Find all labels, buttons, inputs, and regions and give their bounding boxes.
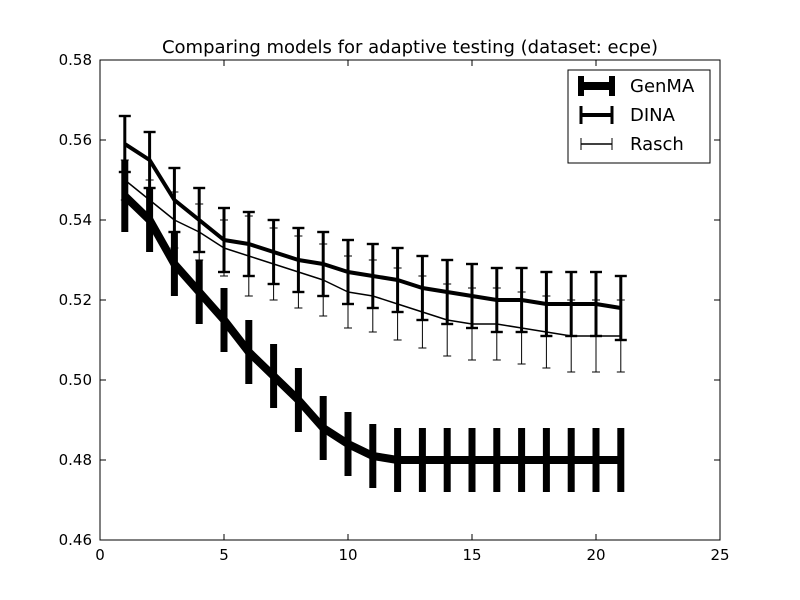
legend-item-dina: DINA [579,105,676,126]
x-tick-label: 0 [95,546,105,564]
y-tick-label: 0.56 [59,131,92,149]
y-tick-label: 0.58 [59,51,92,69]
plot-marks [118,114,627,492]
legend-label: GenMA [630,76,695,97]
y-tick-label: 0.54 [59,211,92,229]
y-tick-label: 0.46 [59,531,92,549]
x-tick-label: 20 [586,546,605,564]
legend-label: Rasch [630,134,684,155]
legend-label: DINA [630,105,676,126]
legend-item-genma: GenMA [578,76,695,97]
series-genma [121,160,625,492]
legend-item-rasch: Rasch [580,134,684,155]
x-tick-label: 10 [338,546,357,564]
y-tick-label: 0.52 [59,291,92,309]
y-tick-label: 0.48 [59,451,92,469]
line-genma [122,193,621,464]
chart-title: Comparing models for adaptive testing (d… [162,37,658,58]
legend: GenMA DINA Rasch [567,69,711,164]
x-tick-label: 15 [462,546,481,564]
x-tick-label: 25 [710,546,729,564]
y-axis: 0.46 0.48 0.50 0.52 0.54 0.56 0.58 [59,51,720,549]
x-tick-label: 5 [219,546,229,564]
series-rasch [120,159,625,373]
y-tick-label: 0.50 [59,371,92,389]
line-rasch [124,179,621,337]
x-axis: 0 5 10 15 20 25 [95,60,730,564]
